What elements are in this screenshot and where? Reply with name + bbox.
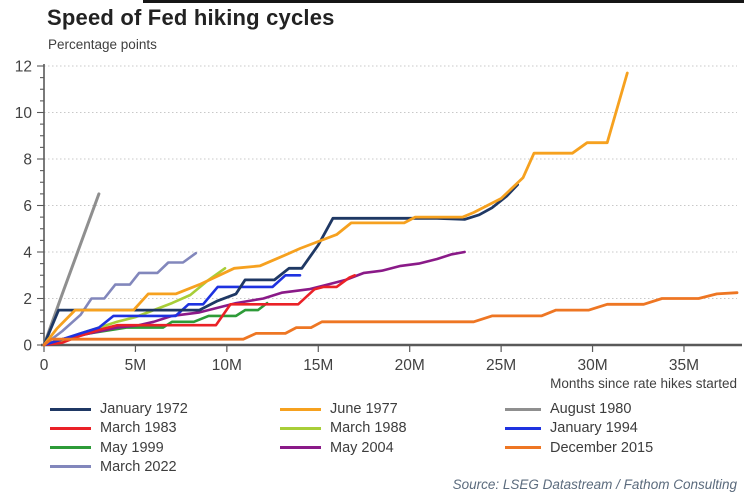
y-axis-units-label: Percentage points bbox=[48, 37, 157, 52]
legend-swatch-december-2015 bbox=[505, 446, 541, 450]
series-line-january-1972 bbox=[42, 183, 519, 347]
legend-swatch-may-2004 bbox=[280, 446, 321, 450]
legend-item-march-1988: March 1988 bbox=[280, 420, 407, 436]
legend-label-june-1977: June 1977 bbox=[330, 401, 398, 417]
legend-item-may-1999: May 1999 bbox=[50, 440, 164, 456]
legend-item-may-2004: May 2004 bbox=[280, 440, 394, 456]
series-line-march-2022 bbox=[42, 251, 198, 347]
legend-label-may-1999: May 1999 bbox=[100, 439, 164, 456]
legend-swatch-march-1988 bbox=[280, 426, 321, 430]
legend-item-january-1994: January 1994 bbox=[505, 420, 638, 436]
y-tick-label-4: 4 bbox=[23, 245, 32, 262]
y-tick-label-6: 6 bbox=[23, 198, 32, 215]
legend-label-december-2015: December 2015 bbox=[550, 439, 654, 456]
plot-area: 0 2 4 6 8 10 12 0 5M 10M 15M 20M 25M 30M 35M Months sin… bbox=[15, 59, 742, 391]
legend-swatch-may-1999 bbox=[50, 446, 91, 450]
legend-label-january-1994: January 1994 bbox=[550, 420, 638, 437]
legend-label-january-1972: January 1972 bbox=[100, 401, 188, 417]
legend-label-march-1988: March 1988 bbox=[330, 420, 407, 437]
series-line-june-1977 bbox=[42, 71, 629, 347]
y-tick-label-2: 2 bbox=[23, 291, 32, 308]
legend-swatch-march-2022 bbox=[50, 465, 91, 469]
x-tick-label-30M: 30M bbox=[577, 357, 607, 374]
legend-item-august-1980: August 1980 bbox=[505, 401, 631, 417]
legend-label-may-2004: May 2004 bbox=[330, 439, 394, 456]
x-tick-label-0: 0 bbox=[40, 357, 49, 374]
y-tick-label-0: 0 bbox=[23, 338, 32, 355]
legend-item-march-2022: March 2022 bbox=[50, 459, 177, 475]
chart-legend: January 1972 March 1983 May 1999 March 2022… bbox=[0, 396, 750, 475]
series-line-march-1983 bbox=[42, 273, 357, 347]
legend-swatch-january-1994 bbox=[505, 426, 541, 430]
x-tick-label-15M: 15M bbox=[303, 357, 333, 374]
y-tick-label-10: 10 bbox=[15, 105, 33, 122]
legend-swatch-march-1983 bbox=[50, 426, 91, 430]
legend-label-march-2022: March 2022 bbox=[100, 458, 177, 475]
legend-label-march-1983: March 1983 bbox=[100, 420, 177, 437]
legend-swatch-august-1980 bbox=[505, 407, 541, 411]
source-attribution: Source: LSEG Datastream / Fathom Consult… bbox=[452, 477, 737, 492]
y-tick-label-12: 12 bbox=[15, 59, 32, 76]
legend-swatch-january-1972 bbox=[50, 407, 91, 411]
x-axis-caption: Months since rate hikes started bbox=[550, 376, 737, 391]
legend-label-august-1980: August 1980 bbox=[550, 401, 632, 417]
x-tick-label-20M: 20M bbox=[395, 357, 425, 374]
x-tick-label-25M: 25M bbox=[486, 357, 516, 374]
x-tick-label-5M: 5M bbox=[125, 357, 147, 374]
legend-item-june-1977: June 1977 bbox=[280, 401, 398, 417]
series-line-august-1980 bbox=[42, 192, 101, 347]
legend-item-december-2015: December 2015 bbox=[505, 440, 653, 456]
legend-item-march-1983: March 1983 bbox=[50, 420, 177, 436]
legend-item-january-1972: January 1972 bbox=[50, 401, 188, 417]
y-tick-label-8: 8 bbox=[23, 152, 32, 169]
x-tick-label-35M: 35M bbox=[669, 357, 699, 374]
x-tick-label-10M: 10M bbox=[212, 357, 242, 374]
top-border-rule bbox=[143, 0, 744, 3]
chart-title: Speed of Fed hiking cycles bbox=[47, 5, 335, 30]
legend-swatch-june-1977 bbox=[280, 407, 321, 411]
series-line-december-2015 bbox=[42, 291, 739, 347]
